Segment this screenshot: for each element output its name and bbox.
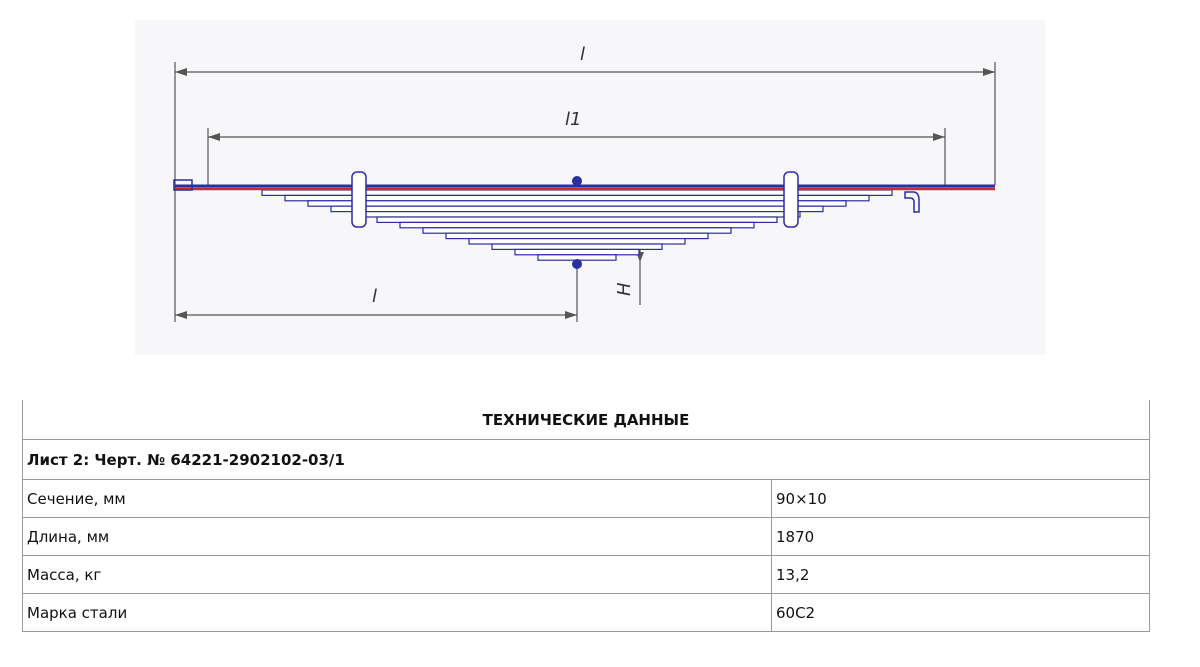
leaf [422,227,732,234]
param-value: 90×10 [771,479,1150,518]
clamp [783,171,799,228]
param-value: 60С2 [771,593,1150,632]
leaf [330,205,824,213]
leaf [307,200,847,207]
leaf [376,216,778,224]
eye [173,179,193,191]
table-title: ТЕХНИЧЕСКИЕ ДАННЫЕ [22,400,1150,440]
clamp [351,171,367,228]
param-name: Марка стали [22,593,772,632]
leaf-hook [904,191,920,213]
leaf [284,194,870,202]
center-bolt [572,259,582,269]
spring-drawing: l l1 l H [173,44,996,322]
param-name: Масса, кг [22,555,772,594]
table-subheader-row: Лист 2: Черт. № 64221-2902102-03/1 [22,439,1150,480]
leaves [261,189,893,261]
table-row: Сечение, мм 90×10 [22,479,1150,518]
center-bolt [572,176,582,186]
dim-label: l [372,286,377,307]
param-name: Сечение, мм [22,479,772,518]
leaf [491,243,663,251]
tech-table: ТЕХНИЧЕСКИЕ ДАННЫЕ Лист 2: Черт. № 64221… [22,400,1150,632]
param-value: 1870 [771,517,1150,556]
table-subtitle: Лист 2: Черт. № 64221-2902102-03/1 [22,439,1150,480]
param-name: Длина, мм [22,517,772,556]
table-row: Масса, кг 13,2 [22,555,1150,594]
dim-label: l [580,44,585,65]
table-row: Длина, мм 1870 [22,517,1150,556]
leaf [445,232,709,240]
table-header-row: ТЕХНИЧЕСКИЕ ДАННЫЕ [22,400,1150,440]
param-value: 13,2 [771,555,1150,594]
dim-label: l1 [565,109,581,130]
dim-label: H [614,282,635,296]
leaf [468,238,686,245]
leaf [514,248,640,256]
leaf [399,221,755,229]
leaf [353,211,801,218]
table-row: Марка стали 60С2 [22,593,1150,632]
